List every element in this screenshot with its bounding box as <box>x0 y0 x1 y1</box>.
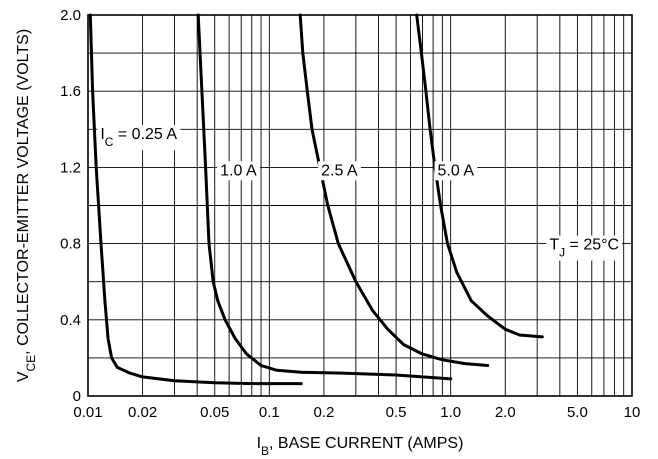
series-label-0-sub: C <box>105 135 114 149</box>
y-axis-label: VCE, COLLECTOR-EMITTER VOLTAGE (VOLTS) <box>15 29 38 382</box>
series-label-group-3: 5.0 A <box>434 161 478 181</box>
y-tick-label: 2.0 <box>60 7 81 24</box>
series-label-0-main: I <box>100 126 104 143</box>
y-axis-label-sub: CE <box>24 355 38 372</box>
x-tick-label: 2.0 <box>495 404 516 421</box>
condition-label-bg <box>546 235 623 261</box>
condition-group: TJ = 25°C <box>546 235 623 261</box>
x-axis-label: IB, BASE CURRENT (AMPS) <box>257 435 464 458</box>
x-tick-labels: 0.01 0.02 0.05 0.1 0.2 0.5 1.0 2.0 5.0 10 <box>73 404 640 421</box>
x-tick-label: 10 <box>624 404 641 421</box>
x-axis-label-sub: B <box>261 444 269 458</box>
series-label-1-rest: 1.0 A <box>220 162 257 179</box>
series-label-bg <box>434 161 478 181</box>
y-tick-labels: 0 0.4 0.8 1.2 1.6 2.0 <box>60 7 81 405</box>
x-tick-label: 0.5 <box>386 404 407 421</box>
series-label-2: 2.5 A <box>321 162 358 179</box>
condition-label-main: T <box>549 237 559 254</box>
series-label-1: 1.0 A <box>220 162 257 179</box>
curves <box>88 13 544 386</box>
y-tick-label: 0.8 <box>60 236 81 253</box>
series-label-2-rest: 2.5 A <box>321 162 358 179</box>
x-tick-label: 0.1 <box>259 404 280 421</box>
grid <box>88 15 632 396</box>
x-tick-label: 0.01 <box>73 404 102 421</box>
annotations: IB, BASE CURRENT (AMPS)VCE, COLLECTOR-EM… <box>15 29 623 458</box>
series-label-3: 5.0 A <box>438 162 475 179</box>
x-tick-label: 0.2 <box>313 404 334 421</box>
series-line-3 <box>415 13 544 339</box>
series-label-group-2: 2.5 A <box>318 161 361 181</box>
series-line-0 <box>88 13 303 386</box>
x-tick-label: 0.05 <box>200 404 229 421</box>
series-label-bg <box>97 125 181 151</box>
series-label-bg <box>217 161 260 181</box>
y-tick-label: 1.6 <box>60 83 81 100</box>
x-axis-label-main: I <box>257 435 261 452</box>
y-tick-label: 0 <box>73 388 81 405</box>
series-label-0: IC = 0.25 A <box>100 126 177 149</box>
y-axis-label-rest: , COLLECTOR-EMITTER VOLTAGE (VOLTS) <box>15 29 32 355</box>
series-label-0-rest: = 0.25 A <box>113 126 177 143</box>
y-axis-label-main: V <box>15 371 32 382</box>
y-tick-label: 1.2 <box>60 159 81 176</box>
condition-label-rest: = 25°C <box>565 237 619 254</box>
series-line-2 <box>298 13 490 367</box>
series-line-1 <box>196 13 453 381</box>
series-label-bg <box>318 161 361 181</box>
condition-label-sub: J <box>559 246 565 260</box>
x-tick-label: 0.02 <box>128 404 157 421</box>
series-label-group-0: IC = 0.25 A <box>97 125 181 151</box>
y-tick-label: 0.4 <box>60 312 81 329</box>
series-label-group-1: 1.0 A <box>217 161 260 181</box>
x-tick-label: 1.0 <box>440 404 461 421</box>
series-label-3-rest: 5.0 A <box>438 162 475 179</box>
x-axis-label-rest: , BASE CURRENT (AMPS) <box>269 435 463 452</box>
plot-frame <box>87 14 633 397</box>
condition-label: TJ = 25°C <box>549 237 619 260</box>
x-tick-label: 5.0 <box>567 404 588 421</box>
